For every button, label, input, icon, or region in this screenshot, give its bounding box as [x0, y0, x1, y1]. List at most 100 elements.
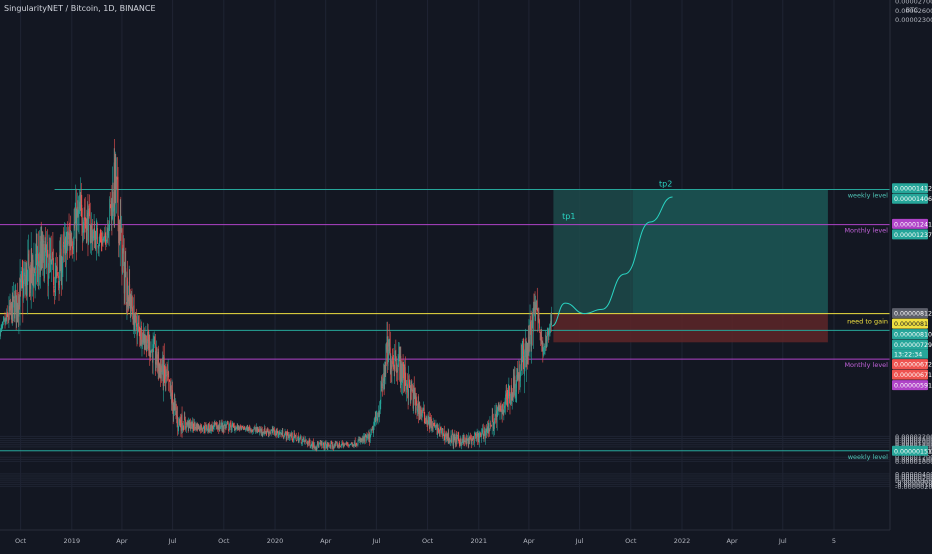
y-axis-tick-label: 0.00002700	[895, 0, 932, 6]
candle-body	[516, 390, 517, 392]
candle-body	[178, 417, 179, 426]
candle	[382, 377, 383, 393]
candle-body	[21, 276, 22, 283]
candle-body	[385, 345, 386, 374]
candle	[296, 440, 297, 441]
candle-body	[449, 439, 450, 441]
candle	[283, 435, 284, 439]
candle-body	[378, 418, 379, 420]
candle-body	[132, 297, 133, 308]
candle	[330, 441, 331, 450]
level-label: weekly level	[848, 453, 888, 461]
y-axis: 0.000027000.00002600BTC0.000023000.00002…	[890, 0, 932, 550]
candle	[244, 426, 245, 430]
candle-body	[47, 242, 48, 255]
candle-body	[270, 433, 271, 434]
candle-body	[370, 433, 371, 436]
candle-body	[452, 434, 453, 442]
candle-body	[0, 329, 1, 336]
candle-body	[380, 403, 381, 410]
candle-body	[544, 348, 545, 355]
candle	[299, 437, 300, 444]
candle-body	[299, 439, 300, 442]
candle-body	[54, 286, 55, 288]
candle	[7, 312, 8, 324]
candle-body	[99, 245, 100, 249]
candle-body	[412, 389, 413, 391]
candle	[222, 420, 223, 433]
candle-body	[204, 426, 205, 431]
candle	[390, 353, 391, 374]
candle	[157, 347, 158, 372]
candle-body	[422, 409, 423, 413]
price-tag-label: 0.00001412	[894, 186, 932, 193]
candle	[174, 393, 175, 416]
price-tag-label: 0.00000672	[894, 362, 932, 369]
candle-body	[220, 428, 221, 429]
candle	[185, 417, 186, 432]
candle	[398, 342, 399, 367]
candle-body	[232, 425, 233, 430]
candle	[406, 373, 407, 395]
candle	[167, 362, 168, 382]
candle-body	[461, 439, 462, 446]
candle	[308, 441, 309, 445]
x-axis-tick-label: Apr	[726, 537, 738, 545]
candle-body	[443, 435, 444, 437]
candle-body	[266, 432, 267, 433]
candle	[464, 435, 465, 447]
candle	[62, 257, 63, 290]
candle	[7, 305, 8, 317]
candle-body	[422, 414, 423, 415]
candle	[125, 248, 126, 305]
candle	[384, 362, 385, 390]
candle-body	[512, 394, 513, 400]
candle	[472, 438, 473, 446]
candle	[99, 233, 100, 246]
candle	[476, 432, 477, 442]
candle	[421, 407, 422, 420]
candle-body	[293, 438, 294, 440]
candle-body	[459, 440, 460, 441]
price-tag: 0.00000151	[892, 446, 932, 456]
price-tag: 0.00000591	[892, 380, 932, 390]
candle-body	[139, 325, 140, 328]
candle	[88, 205, 89, 245]
candle-body	[525, 351, 526, 368]
candle-body	[81, 196, 82, 203]
candle	[149, 335, 150, 366]
candle	[158, 346, 159, 381]
price-tag: 0.00000672	[892, 359, 932, 369]
candle-body	[438, 425, 439, 431]
candle-body	[455, 435, 456, 443]
candle-body	[3, 320, 4, 321]
candle	[474, 432, 475, 447]
level-label: Monthly level	[844, 361, 888, 369]
candle-body	[129, 284, 130, 295]
candle	[492, 408, 493, 435]
candle	[168, 371, 169, 392]
candle-body	[470, 438, 471, 439]
candle-body	[147, 345, 148, 351]
candle	[453, 433, 454, 450]
candle-body	[481, 433, 482, 437]
candle	[420, 406, 421, 419]
price-tag-label: 0.00000671	[894, 372, 932, 379]
loss-zone[interactable]	[553, 314, 827, 343]
countdown-label: 13:22:34	[894, 352, 922, 359]
candle	[364, 433, 365, 444]
candle	[71, 233, 72, 256]
candle-body	[330, 443, 331, 447]
candle-body	[310, 447, 311, 448]
candle-body	[461, 445, 462, 446]
candle-body	[21, 274, 22, 275]
candle-body	[547, 330, 548, 341]
candle-body	[493, 419, 494, 428]
candle-body	[118, 177, 119, 217]
candle	[130, 289, 131, 318]
candle-body	[64, 239, 65, 250]
candle	[233, 423, 234, 428]
